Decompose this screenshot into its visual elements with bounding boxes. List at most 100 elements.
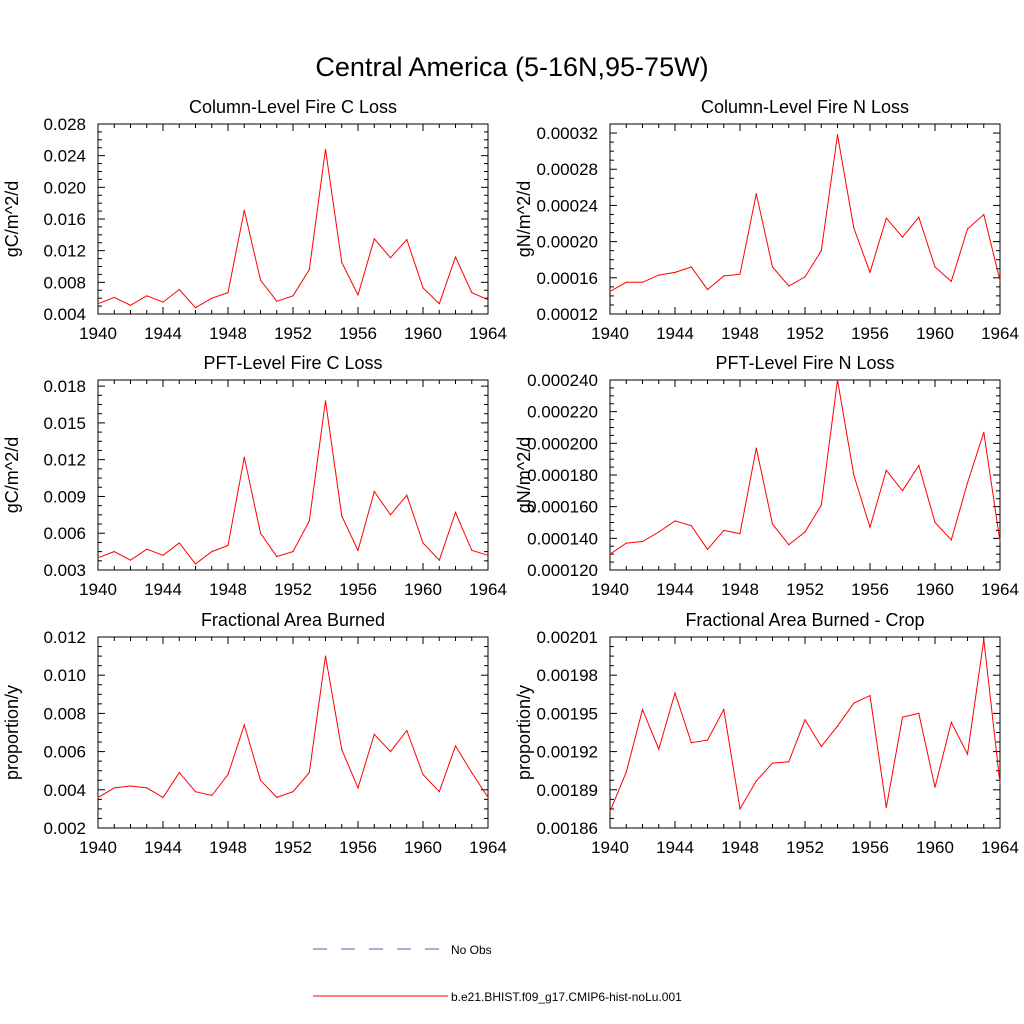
data-point bbox=[788, 544, 790, 546]
data-point bbox=[227, 292, 229, 294]
data-point bbox=[739, 808, 741, 810]
panel-pft-fire-n: PFT-Level Fire N Loss gN/m^2/d 1940 1944 194… bbox=[514, 353, 1019, 599]
y-tick-label: 0.010 bbox=[43, 666, 86, 685]
data-point bbox=[243, 209, 245, 211]
data-point bbox=[324, 148, 327, 150]
data-point bbox=[885, 217, 887, 219]
data-point bbox=[609, 553, 611, 555]
data-point bbox=[706, 548, 709, 551]
y-axis-label: proportion/y bbox=[514, 685, 534, 780]
data-point bbox=[259, 532, 262, 534]
series-line bbox=[609, 379, 1001, 555]
y-tick-label: 0.00016 bbox=[537, 269, 598, 288]
data-point bbox=[292, 551, 294, 553]
panel-title: Column-Level Fire N Loss bbox=[701, 97, 909, 117]
data-point bbox=[389, 257, 392, 259]
data-point bbox=[422, 542, 424, 544]
y-tick-label: 0.006 bbox=[43, 743, 86, 762]
data-point bbox=[641, 709, 644, 711]
x-tick-label: 1960 bbox=[916, 838, 954, 857]
x-tick-label: 1960 bbox=[404, 324, 442, 343]
plot-frame bbox=[97, 379, 489, 571]
data-point bbox=[97, 557, 99, 559]
x-tick-label: 1956 bbox=[339, 580, 377, 599]
data-point bbox=[487, 299, 489, 301]
y-axis-label: gN/m^2/d bbox=[514, 437, 534, 513]
y-tick-label: 0.009 bbox=[43, 487, 86, 506]
y-axis-label: gC/m^2/d bbox=[2, 437, 22, 513]
data-point bbox=[950, 539, 952, 541]
data-point bbox=[113, 296, 115, 298]
data-point bbox=[292, 295, 294, 297]
x-tick-label: 1964 bbox=[469, 580, 507, 599]
data-point bbox=[178, 772, 180, 774]
x-tick-label: 1960 bbox=[916, 324, 954, 343]
legend-item-1: b.e21.BHIST.f09_g17.CMIP6-hist-noLu.001 bbox=[313, 990, 682, 1004]
y-tick-label: 0.00186 bbox=[537, 819, 598, 838]
panel-title: PFT-Level Fire N Loss bbox=[715, 353, 894, 373]
data-point bbox=[308, 269, 310, 271]
y-tick-label: 0.00024 bbox=[537, 196, 598, 215]
data-point bbox=[674, 520, 676, 522]
data-point bbox=[690, 742, 692, 744]
data-point bbox=[194, 563, 197, 565]
data-point bbox=[243, 724, 245, 726]
data-point bbox=[674, 271, 676, 273]
data-point bbox=[853, 474, 855, 476]
data-point bbox=[934, 786, 936, 788]
y-tick-label: 0.000200 bbox=[527, 434, 598, 453]
data-point bbox=[438, 791, 440, 793]
x-tick-label: 1952 bbox=[274, 324, 312, 343]
data-point bbox=[788, 285, 790, 287]
data-point bbox=[97, 303, 99, 305]
data-point bbox=[869, 695, 871, 697]
data-point bbox=[259, 779, 262, 781]
data-point bbox=[820, 250, 822, 252]
data-point bbox=[966, 753, 969, 755]
plot-frame bbox=[609, 636, 1001, 829]
legend-label: b.e21.BHIST.f09_g17.CMIP6-hist-noLu.001 bbox=[451, 990, 682, 1004]
data-point bbox=[422, 773, 424, 776]
x-tick-label: 1956 bbox=[339, 838, 377, 857]
data-point bbox=[609, 810, 611, 813]
series-line bbox=[97, 149, 489, 309]
x-tick-label: 1948 bbox=[209, 580, 247, 599]
data-point bbox=[739, 533, 741, 535]
y-tick-label: 0.00012 bbox=[537, 305, 598, 324]
x-tick-label: 1944 bbox=[656, 324, 694, 343]
y-tick-label: 0.012 bbox=[43, 628, 86, 647]
data-point bbox=[755, 780, 757, 782]
data-point bbox=[723, 275, 725, 277]
data-point bbox=[934, 521, 936, 524]
data-point bbox=[454, 256, 457, 258]
y-tick-label: 0.000220 bbox=[527, 403, 598, 422]
data-point bbox=[869, 271, 871, 273]
x-tick-label: 1948 bbox=[209, 838, 247, 857]
data-point bbox=[308, 520, 310, 522]
panels-group: Column-Level Fire C Loss gC/m^2/d 1940 1944… bbox=[2, 97, 1019, 857]
x-tick-label: 1940 bbox=[591, 580, 629, 599]
data-point bbox=[869, 526, 871, 528]
data-point bbox=[918, 712, 920, 715]
data-point bbox=[129, 785, 132, 787]
panel-pft-fire-c: PFT-Level Fire C Loss gC/m^2/d 1940 1944 194… bbox=[2, 353, 507, 599]
legend-label: No Obs bbox=[451, 943, 492, 957]
x-tick-label: 1960 bbox=[404, 580, 442, 599]
y-tick-label: 0.00189 bbox=[537, 781, 598, 800]
figure-title: Central America (5-16N,95-75W) bbox=[315, 52, 708, 82]
x-tick-label: 1944 bbox=[144, 580, 182, 599]
data-point bbox=[146, 295, 148, 297]
y-tick-label: 0.004 bbox=[43, 781, 86, 800]
x-tick-label: 1940 bbox=[79, 324, 117, 343]
data-point bbox=[406, 730, 408, 732]
data-point bbox=[966, 228, 969, 230]
data-point bbox=[357, 549, 359, 552]
plot-frame bbox=[609, 123, 1001, 315]
data-point bbox=[885, 807, 887, 809]
panel-title: Column-Level Fire C Loss bbox=[189, 97, 397, 117]
data-point bbox=[454, 745, 457, 747]
legend-item-0: No Obs bbox=[313, 943, 492, 957]
data-point bbox=[706, 289, 709, 291]
y-tick-label: 0.00195 bbox=[537, 704, 598, 723]
data-point bbox=[194, 791, 197, 793]
